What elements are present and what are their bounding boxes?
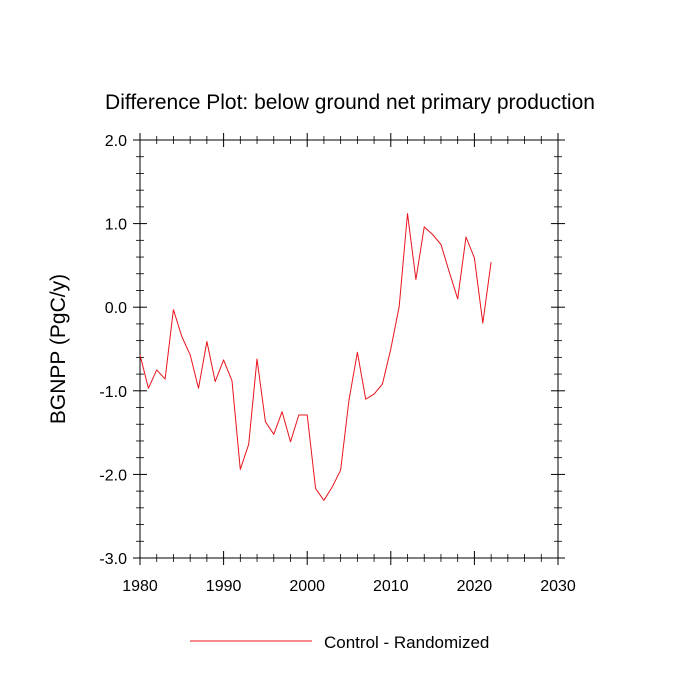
series-line [139,213,492,501]
x-tick-label: 1990 [206,578,242,595]
x-tick-label: 2000 [289,578,325,595]
x-tick-label: 2020 [457,578,493,595]
series-layer [139,213,492,501]
chart-title: Difference Plot: below ground net primar… [105,91,595,114]
plot-frame [139,139,559,559]
x-tick-label: 2030 [540,578,576,595]
y-tick-label: -1.0 [99,384,127,401]
axis-ticks [133,133,565,565]
y-tick-label: -3.0 [99,551,127,568]
y-tick-labels: -3.0 -2.0 -1.0 0.0 1.0 2.0 [99,133,127,568]
y-tick-label: 0.0 [105,300,127,317]
x-tick-labels: 1980 1990 2000 2010 2020 2030 [122,578,576,595]
y-tick-label: 2.0 [105,133,127,150]
legend: Control - Randomized [190,633,489,652]
y-tick-label: 1.0 [105,217,127,234]
legend-label: Control - Randomized [324,633,489,652]
x-tick-label: 2010 [373,578,409,595]
x-tick-label: 1980 [122,578,158,595]
y-axis-label: BGNPP (PgC/y) [47,274,70,424]
y-tick-label: -2.0 [99,467,127,484]
